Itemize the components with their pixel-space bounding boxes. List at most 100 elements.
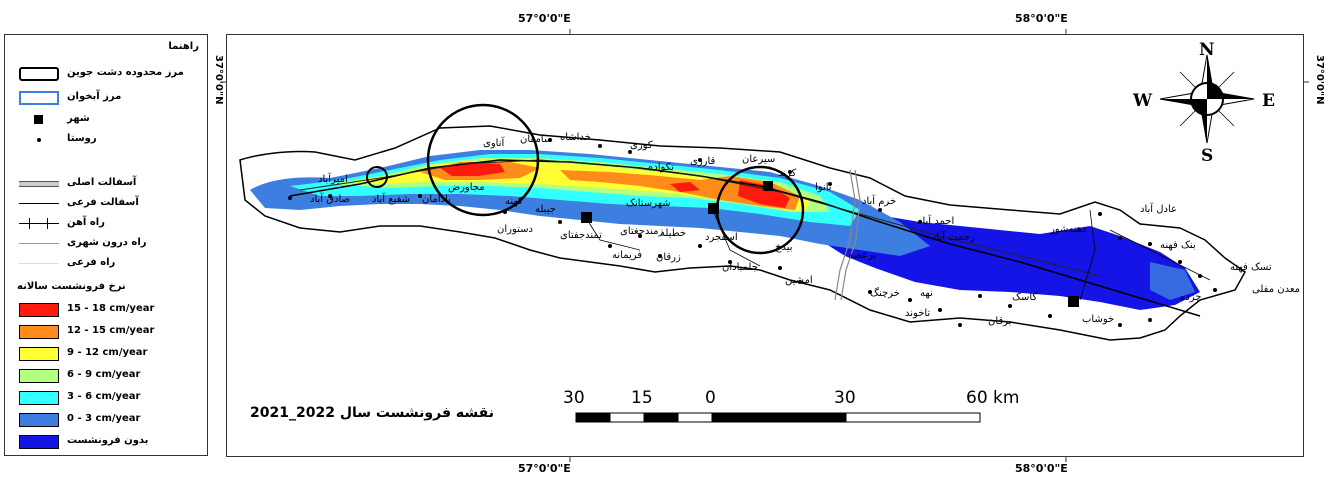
- place-label: دهنه‌شور: [1049, 224, 1086, 235]
- north-arrow-icon: [1159, 54, 1255, 144]
- place-label: جلمبادان: [722, 262, 758, 273]
- rate-swatch: [19, 369, 59, 383]
- rate-swatch: [19, 347, 59, 361]
- village-dot-icon: [19, 133, 59, 147]
- place-label: کهنه: [505, 196, 523, 207]
- secondary-road-symbol: [19, 197, 59, 211]
- place-label: شفیع آباد: [372, 192, 410, 205]
- railway-symbol: [19, 217, 59, 231]
- legend-item-minor-road: راه فرعی: [5, 255, 205, 273]
- city-square-icon: [581, 212, 592, 223]
- place-label: خطیله: [660, 228, 686, 239]
- cities: [581, 181, 1079, 307]
- railway: [299, 159, 1101, 277]
- place-label: قارزی: [690, 156, 716, 167]
- subsidence-zone-15-18: [440, 162, 790, 208]
- villages: [288, 138, 1217, 327]
- place-label: خرم آباد: [862, 194, 896, 207]
- rate-legend-title: نرخ فرونشست سالانه: [17, 281, 126, 292]
- place-label: صادق آباد: [310, 192, 350, 205]
- coord-top-right: 58°0'0"E: [1015, 12, 1068, 25]
- city-square-icon: [763, 181, 773, 191]
- legend-item-secondary-road: آسفالت فرعی: [5, 195, 205, 213]
- aquifer-box-symbol: [19, 91, 59, 105]
- rate-swatch: [19, 303, 59, 317]
- place-label: تسک فهنه: [1230, 262, 1272, 273]
- place-label: تاخوند: [905, 308, 930, 319]
- rate-item: 12 - 15 cm/year: [5, 323, 205, 341]
- place-label: فریمانه: [612, 250, 642, 261]
- place-label: چزده: [1180, 292, 1201, 303]
- place-labels: امیرآباد صادق آباد شفیع آباد بادامان مجا…: [310, 132, 1300, 327]
- place-label: کوری: [630, 140, 653, 151]
- city-square-icon: [708, 203, 719, 214]
- city-square-icon: [1068, 296, 1079, 307]
- coord-bottom-right: 58°0'0"E: [1015, 462, 1068, 475]
- place-label: دستوران: [497, 224, 533, 235]
- map-legend: راهنما مرز محدوده دشت جوین مرز آبخوان شه…: [4, 34, 208, 456]
- place-label: احمد آباد: [918, 214, 954, 227]
- place-label: مجاورض: [448, 182, 485, 193]
- place-label: رحمت آباد: [932, 230, 975, 243]
- map-title: 2021_2022 نقشه فرونشست سال: [250, 405, 494, 421]
- boundary-box-symbol: [19, 67, 59, 81]
- legend-item-main-road: آسفالت اصلی: [5, 175, 205, 193]
- place-label: معدن مفلی: [1252, 284, 1300, 295]
- place-label: خوشاب: [1082, 314, 1114, 325]
- place-label: نانوا: [815, 182, 832, 193]
- north-label: N: [1199, 40, 1215, 60]
- place-label: امشین: [785, 275, 813, 286]
- main-road-symbol: [19, 177, 59, 191]
- place-label: برعصه: [848, 250, 876, 261]
- scale-label: 60 km: [966, 388, 1020, 408]
- rate-swatch: [19, 413, 59, 427]
- minor-roads-east: [1079, 209, 1211, 301]
- scale-label: 15: [631, 388, 653, 408]
- place-label: جیبله: [535, 204, 556, 215]
- south-label: S: [1201, 146, 1214, 166]
- rate-item: بدون فرونشست: [5, 433, 205, 451]
- place-label: عادل آباد: [1140, 202, 1177, 215]
- rate-item: 0 - 3 cm/year: [5, 411, 205, 429]
- coord-top-left: 57°0'0"E: [518, 12, 571, 25]
- legend-item-city: شهر: [5, 111, 205, 129]
- place-label: کاسک: [1012, 292, 1037, 303]
- place-label: آناوی: [483, 136, 505, 149]
- rate-item: 9 - 12 cm/year: [5, 345, 205, 363]
- place-label: سامقان: [520, 134, 552, 145]
- place-label: نهه: [920, 288, 933, 299]
- place-label: زمندجغتای: [620, 226, 664, 237]
- rate-item: 6 - 9 cm/year: [5, 367, 205, 385]
- place-label: سیرعان: [742, 154, 775, 165]
- rate-item: 3 - 6 cm/year: [5, 389, 205, 407]
- rate-item: 15 - 18 cm/year: [5, 301, 205, 319]
- place-label: برقان: [988, 316, 1011, 327]
- west-label: W: [1133, 91, 1153, 111]
- secondary-road: [834, 169, 861, 301]
- legend-item-basin-boundary: مرز محدوده دشت جوین: [5, 65, 205, 83]
- legend-item-aquifer-boundary: مرز آبخوان: [5, 89, 205, 107]
- place-label: زرقان: [656, 252, 681, 263]
- highlight-circle: [426, 103, 540, 217]
- east-label: E: [1262, 91, 1275, 111]
- legend-item-railway: راه آهن: [5, 215, 205, 233]
- place-label: شهرستانک: [626, 198, 671, 209]
- place-label: اسفجرد: [705, 232, 738, 243]
- scale-label: 30: [834, 388, 856, 408]
- scale-bar: [575, 412, 981, 423]
- subsidence-zone-12-15: [420, 162, 800, 210]
- place-label: بیدخ: [775, 242, 793, 253]
- coord-bottom-left: 57°0'0"E: [518, 462, 571, 475]
- city-square-icon: [19, 113, 59, 127]
- rate-swatch: [19, 435, 59, 449]
- rate-swatch: [19, 325, 59, 339]
- rate-swatch: [19, 391, 59, 405]
- urban-road-symbol: [19, 237, 59, 251]
- scale-label: 30: [563, 388, 585, 408]
- place-label: کرند: [778, 168, 797, 179]
- legend-title: راهنما: [168, 41, 199, 52]
- legend-item-village: روستا: [5, 131, 205, 149]
- place-label: تکواده: [648, 162, 674, 173]
- highlight-circle: [366, 166, 388, 188]
- place-label: امیرآباد: [318, 172, 348, 185]
